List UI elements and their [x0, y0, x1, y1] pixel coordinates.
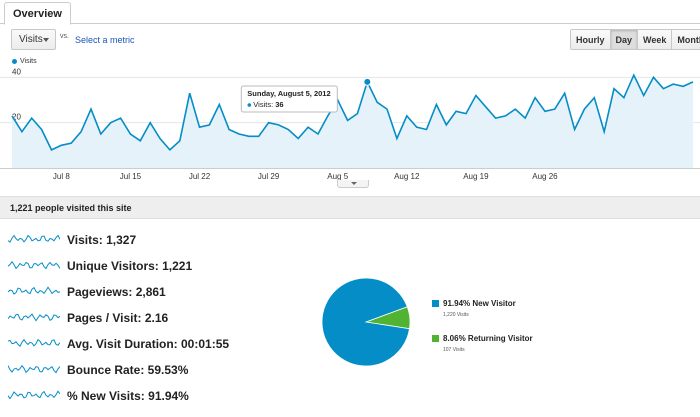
sparkline-icon — [8, 313, 60, 322]
visits-line-chart[interactable]: 40 20 Jul 8 Jul 15 Jul 22 Jul 29 Aug 5 Aug 12 Au… — [0, 66, 700, 182]
new-visitor-swatch — [432, 300, 439, 307]
x-tick-label: Aug 5 — [327, 172, 348, 181]
select-metric-link[interactable]: Select a metric — [75, 35, 135, 45]
sparkline-icon — [8, 338, 60, 348]
x-tick-label: Jul 22 — [189, 172, 211, 181]
pie-slice-new-visitor — [321, 278, 410, 367]
new-visitor-percent: 91.94% — [443, 299, 471, 308]
chart-legend: Visits — [12, 58, 37, 65]
sparkline-icon — [8, 364, 60, 374]
sparkline-icon — [8, 234, 60, 243]
stat-label: Pageviews: 2,861 — [67, 285, 166, 299]
sparkline-icon — [8, 260, 60, 270]
visitor-type-pie-chart — [321, 278, 411, 367]
stat-label: Unique Visitors: 1,221 — [67, 259, 193, 273]
tab-bar: Overview — [0, 0, 700, 25]
vs-label: vs. — [60, 33, 69, 40]
y-tick-label: 20 — [12, 113, 21, 122]
granularity-buttons: Hourly Day Week Month — [570, 29, 700, 50]
returning-visitor-label: Returning Visitor — [467, 334, 533, 343]
stat-label: % New Visits: 91.94% — [67, 389, 189, 403]
returning-visitor-percent: 8.06% — [443, 334, 466, 343]
series-line — [11, 73, 694, 152]
metric-select-value: Visits — [19, 34, 43, 45]
new-visitor-count: 1,220 Visits — [443, 312, 469, 318]
new-visitor-label: New Visitor — [472, 299, 516, 308]
tab-overview[interactable]: Overview — [4, 2, 71, 25]
stat-label: Bounce Rate: 59.53% — [67, 363, 189, 377]
sparkline-icon — [8, 286, 60, 295]
returning-visitor-swatch — [432, 335, 439, 342]
hourly-button[interactable]: Hourly — [571, 30, 611, 49]
x-tick-label: Jul 15 — [120, 172, 142, 181]
tooltip-dot — [247, 103, 252, 107]
chevron-down-icon — [43, 38, 49, 42]
series-color-dot — [12, 58, 17, 64]
summary-headline: 1,221 people visited this site — [10, 203, 132, 213]
month-button[interactable]: Month — [672, 30, 700, 49]
chart-collapse-handle[interactable] — [337, 180, 369, 188]
y-tick-label: 40 — [12, 67, 21, 76]
day-button[interactable]: Day — [610, 30, 639, 49]
legend-label: Visits — [20, 58, 37, 65]
series-area — [12, 75, 693, 168]
tooltip-value: Visits: 36 — [253, 100, 283, 109]
x-tick-label: Aug 19 — [463, 172, 489, 181]
week-button[interactable]: Week — [638, 30, 673, 49]
tooltip-box — [240, 85, 338, 113]
chevron-down-icon — [351, 182, 357, 185]
x-tick-label: Aug 26 — [532, 172, 558, 181]
stat-label: Visits: 1,327 — [67, 233, 137, 247]
stat-label: Pages / Visit: 2.16 — [67, 311, 169, 325]
x-tick-label: Aug 12 — [394, 172, 420, 181]
stat-label: Avg. Visit Duration: 00:01:55 — [67, 337, 230, 351]
metric-select[interactable]: Visits — [11, 29, 56, 50]
x-tick-label: Jul 8 — [53, 172, 70, 181]
summary-bar: 1,221 people visited this site — [0, 196, 700, 219]
highlight-point — [363, 77, 372, 86]
tooltip-date: Sunday, August 5, 2012 — [247, 89, 330, 98]
x-tick-label: Jul 29 — [258, 172, 280, 181]
sparkline-icon — [8, 390, 60, 400]
returning-visitor-count: 107 Visits — [443, 347, 465, 353]
